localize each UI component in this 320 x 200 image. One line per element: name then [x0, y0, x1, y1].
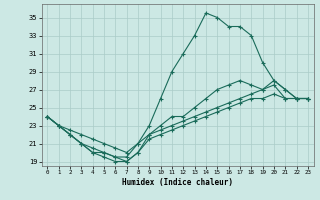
- X-axis label: Humidex (Indice chaleur): Humidex (Indice chaleur): [122, 178, 233, 187]
